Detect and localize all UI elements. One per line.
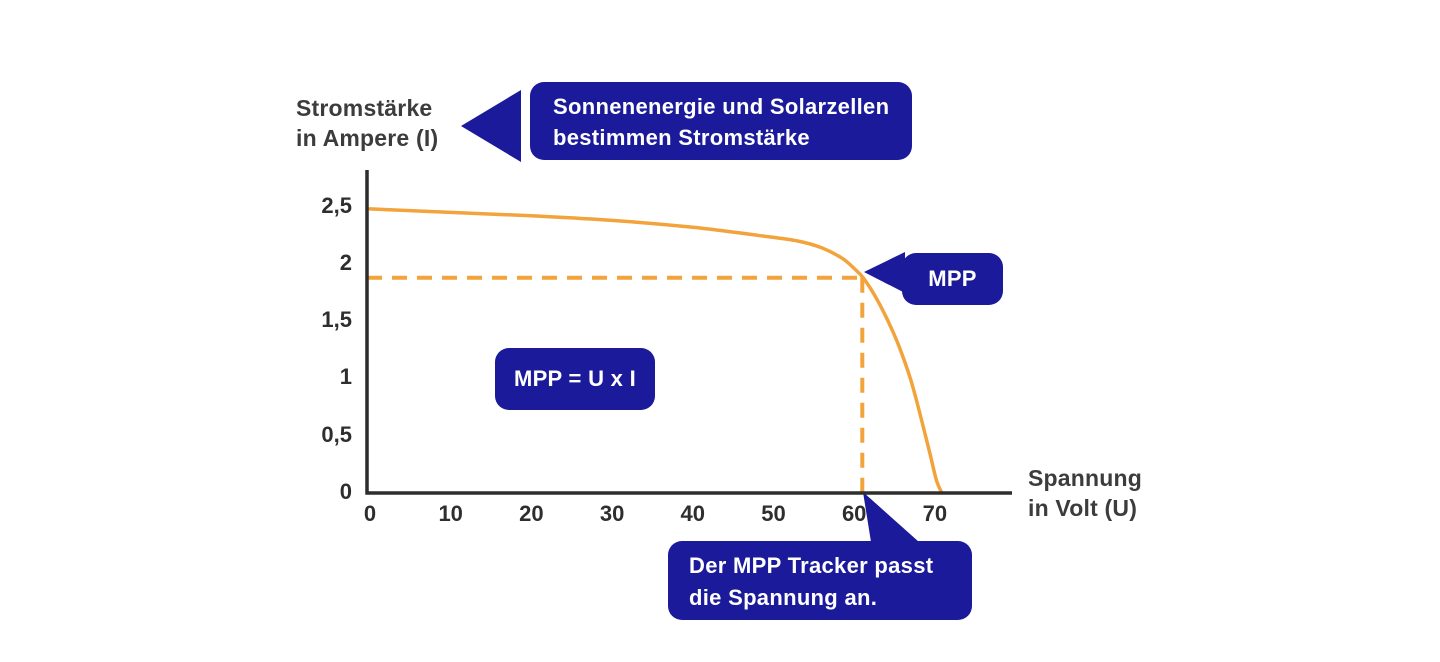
- mpp-pointer-icon: [864, 252, 905, 293]
- callout-mpp-tracker-line2: die Spannung an.: [689, 585, 878, 610]
- x-tick-label: 20: [519, 501, 544, 526]
- x-tick-label: 0: [363, 501, 377, 526]
- callout-mpp-label: MPP: [928, 266, 977, 291]
- iv-curve: [368, 207, 944, 494]
- callout-mpp-tracker-line1: Der MPP Tracker passt: [689, 553, 934, 578]
- x-tick-label: 50: [761, 501, 786, 526]
- x-tick-label: 60: [841, 501, 867, 526]
- callout-stromstaerke-line1: Sonnenenergie und Solarzellen: [553, 94, 890, 119]
- x-axis-title-line1: Spannung: [1028, 465, 1143, 491]
- x-tick-label: 30: [599, 501, 625, 526]
- y-tick-label: 0,5: [321, 421, 352, 447]
- y-axis-title-line1: Stromstärke: [296, 95, 433, 121]
- y-tick-label: 2,5: [321, 192, 352, 218]
- y-axis-title-line2: in Ampere (I): [296, 125, 439, 151]
- callout-mpp: MPP: [902, 253, 1003, 305]
- y-axis-title: Stromstärke in Ampere (I): [296, 93, 438, 153]
- y-tick-label: 1,5: [321, 307, 352, 333]
- callout-stromstaerke-line2: bestimmen Stromstärke: [553, 125, 810, 150]
- x-axis-title: Spannung in Volt (U): [1028, 463, 1142, 523]
- x-tick-label: 70: [922, 501, 948, 526]
- callout-formula: MPP = U x I: [495, 348, 655, 410]
- x-tick-label: 10: [438, 501, 463, 526]
- y-tick-label: 2: [339, 249, 352, 275]
- x-tick-label: 40: [680, 501, 706, 526]
- x-axis-title-line2: in Volt (U): [1028, 495, 1138, 521]
- y-tick-label: 0: [339, 479, 352, 504]
- callout-mpp-tracker: Der MPP Tracker passt die Spannung an.: [668, 541, 972, 620]
- tracker-pointer-icon: [863, 492, 919, 542]
- callout-stromstaerke: Sonnenenergie und Solarzellen bestimmen …: [530, 82, 912, 160]
- y-tick-label: 1: [339, 364, 352, 390]
- callout-formula-label: MPP = U x I: [513, 366, 637, 391]
- left-arrow-icon: [461, 90, 521, 162]
